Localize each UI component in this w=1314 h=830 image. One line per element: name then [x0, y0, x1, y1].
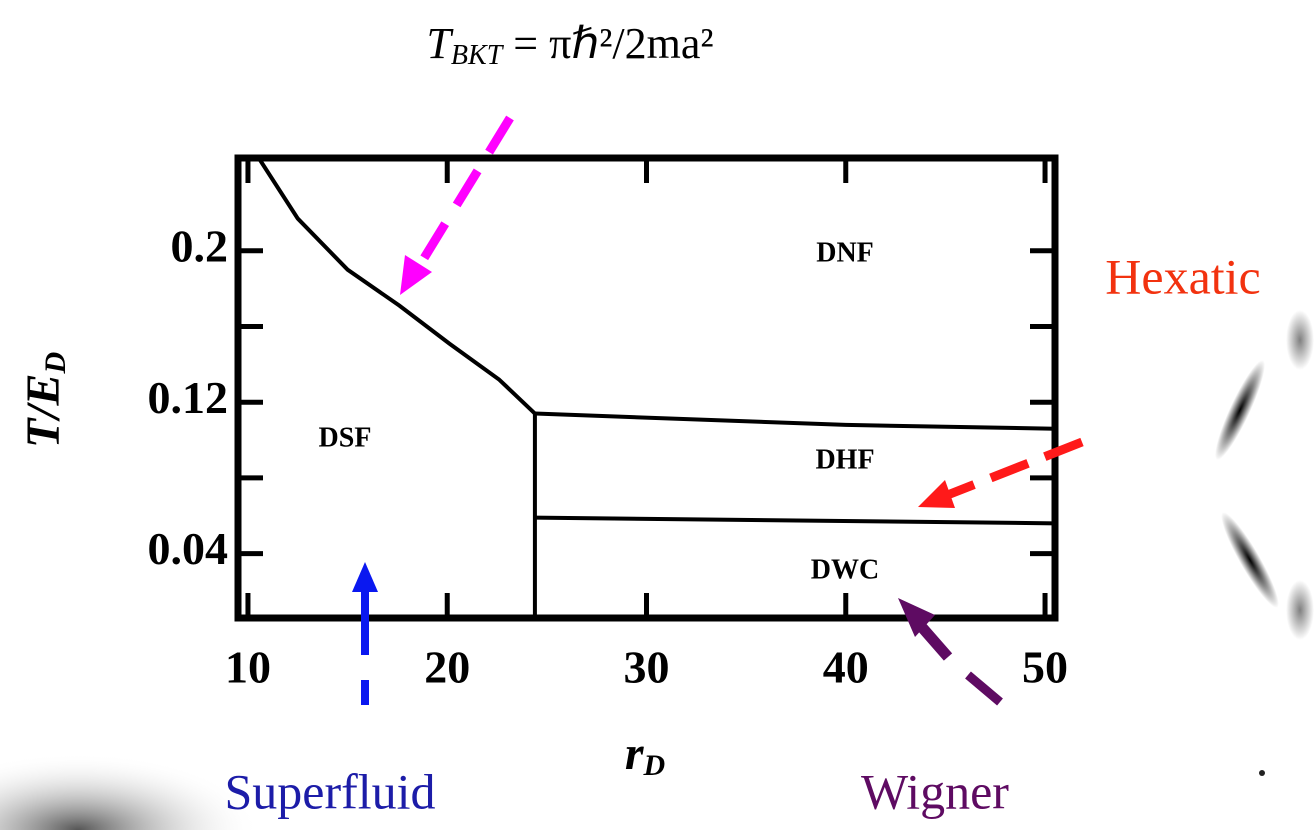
x-tick-label: 40 [823, 642, 869, 693]
x-tick-label: 50 [1022, 642, 1068, 693]
y-axis-label: T/ED [17, 352, 72, 448]
formula-rest: = πℏ²/2ma² [502, 19, 713, 68]
region-label: DHF [815, 444, 874, 475]
phase-boundary [535, 518, 1055, 524]
chart: TBKT = πℏ²/2ma² rD T/ED DNF DSF DHF DWC … [0, 0, 1314, 830]
y-tick-label: 0.2 [171, 220, 229, 271]
y-label-main: T/E [17, 374, 70, 449]
region-label: DNF [816, 237, 874, 268]
arrow-shaft [418, 118, 510, 268]
background-blob [1214, 507, 1286, 612]
background-blob [1286, 310, 1314, 370]
arrow-shaft [945, 442, 1082, 496]
arrow-head [352, 562, 378, 592]
arrow-shaft [920, 625, 948, 657]
y-tick-label: 0.04 [148, 523, 229, 574]
arrow-shaft [968, 675, 1000, 702]
arrow-head [400, 255, 432, 295]
background-blob [1208, 356, 1273, 464]
arrow-head [918, 480, 955, 508]
plot-frame [238, 158, 1055, 618]
background-glow [0, 720, 260, 830]
region-label: DWC [811, 554, 879, 585]
background-dot [1259, 770, 1265, 776]
x-tick-label: 30 [624, 642, 670, 693]
region-label: DSF [319, 422, 372, 453]
phase-boundary [535, 414, 1055, 429]
phase-label: Hexatic [1105, 248, 1260, 304]
x-axis-label: rD [625, 727, 665, 782]
x-label-sub: D [643, 749, 666, 782]
phase-boundary [260, 160, 535, 414]
background-blob [1286, 580, 1314, 640]
x-label-main: r [625, 727, 645, 780]
formula-sub: BKT [451, 40, 505, 71]
y-label-sub: D [39, 352, 72, 375]
x-tick-label: 20 [424, 642, 470, 693]
phase-label: Wigner [861, 763, 1009, 819]
formula: TBKT = πℏ²/2ma² [426, 19, 713, 71]
y-tick-label: 0.12 [148, 372, 229, 423]
x-tick-label: 10 [225, 642, 271, 693]
phase-label: Superfluid [224, 763, 435, 819]
